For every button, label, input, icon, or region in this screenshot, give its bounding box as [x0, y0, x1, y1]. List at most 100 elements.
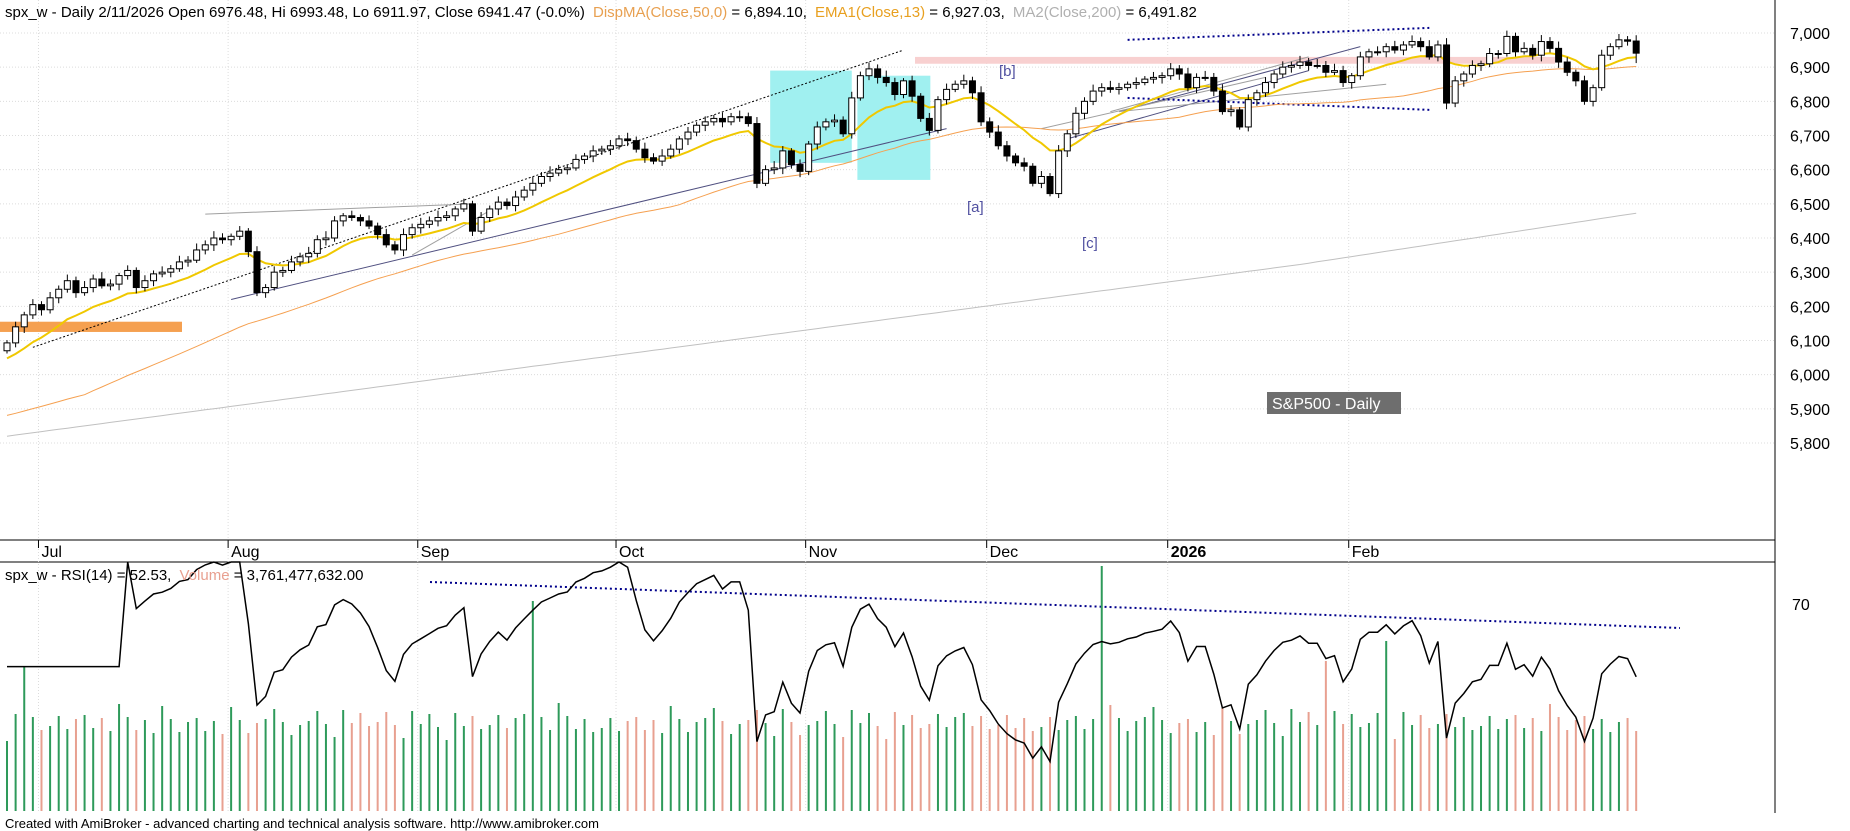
candle-body	[1081, 100, 1088, 114]
candle-body	[917, 95, 925, 119]
candle-body	[1175, 68, 1183, 75]
candle	[3, 340, 11, 354]
candle-body	[305, 252, 313, 258]
volume-bar	[1255, 720, 1258, 811]
volume-bar	[480, 729, 483, 811]
volume-bar	[419, 724, 422, 811]
candle	[1322, 61, 1330, 78]
candle-body	[943, 88, 951, 101]
candle	[356, 214, 364, 227]
candle	[1227, 105, 1235, 117]
candle-body	[744, 116, 752, 125]
candle-body	[1374, 51, 1382, 54]
candle	[1624, 36, 1632, 46]
volume-bar	[738, 724, 741, 811]
candle-body	[986, 121, 994, 133]
candle-body	[141, 280, 149, 289]
volume-bar	[1040, 727, 1043, 811]
candle-body	[563, 167, 571, 171]
volume-bar	[1247, 724, 1250, 811]
candle	[322, 231, 330, 246]
candle-body	[313, 239, 321, 254]
candle	[331, 216, 339, 242]
candle	[400, 228, 408, 257]
rsi-dotted-trend	[429, 581, 1681, 629]
candle	[1330, 63, 1338, 76]
candle	[382, 228, 390, 248]
candle-body	[632, 140, 640, 150]
volume-bar	[488, 725, 491, 811]
candle-body	[598, 148, 606, 152]
volume-bar	[1057, 730, 1060, 811]
candle	[193, 243, 201, 263]
volume-bar	[376, 722, 379, 811]
volume-bar	[445, 740, 448, 811]
candle	[1529, 44, 1537, 60]
candle-body	[3, 342, 11, 352]
candle	[1546, 37, 1554, 53]
candle-body	[1563, 61, 1571, 73]
candle	[1149, 71, 1157, 84]
volume-bar	[6, 741, 8, 811]
volume-bar	[1161, 720, 1164, 811]
candle-body	[839, 119, 847, 135]
candle-body	[1210, 76, 1218, 92]
candle-body	[1167, 68, 1175, 77]
candle-body	[1425, 46, 1433, 58]
volume-bar	[342, 710, 345, 811]
candle-body	[63, 280, 71, 290]
candle	[1537, 35, 1545, 62]
candle	[1468, 60, 1476, 78]
volume-bar	[686, 732, 689, 811]
candle	[718, 112, 726, 128]
volume-bar	[1359, 727, 1362, 811]
candle	[443, 211, 451, 221]
candle-body	[115, 275, 123, 285]
candle	[12, 321, 20, 348]
candle	[598, 145, 606, 155]
volume-bar	[92, 728, 95, 811]
candle	[994, 125, 1002, 150]
candle-body	[1253, 92, 1261, 101]
candle-body	[106, 283, 114, 287]
candle-body	[1546, 41, 1554, 49]
candle	[581, 152, 589, 164]
candle-body	[667, 148, 675, 157]
candle-body	[1201, 76, 1209, 79]
volume-bar	[1186, 719, 1189, 811]
candle-body	[72, 280, 80, 294]
candle	[1305, 57, 1313, 71]
candle-body	[546, 172, 554, 177]
candle-body	[951, 83, 959, 90]
volume-bar	[1281, 736, 1284, 811]
candle	[1201, 70, 1209, 81]
candle	[408, 223, 416, 239]
candle-body	[1330, 70, 1338, 73]
volume-bar	[1135, 721, 1138, 811]
price-tick-label: 6,200	[1790, 299, 1830, 316]
candle-body	[468, 203, 476, 232]
candle-body	[1003, 145, 1011, 157]
volume-bar	[169, 719, 172, 811]
volume-bar	[583, 719, 586, 811]
volume-bar	[540, 717, 543, 811]
candle	[434, 210, 442, 227]
volume-bar	[135, 730, 138, 811]
candle	[1218, 84, 1226, 115]
candle	[451, 206, 459, 221]
candle	[201, 240, 209, 255]
candle	[831, 114, 839, 127]
candle	[296, 252, 304, 267]
volume-bar	[1074, 716, 1077, 811]
volume-bar	[187, 722, 190, 811]
candle-body	[20, 314, 28, 328]
candle-body	[1029, 165, 1037, 184]
candle	[1175, 65, 1183, 80]
date-tick-label: Feb	[1352, 544, 1380, 561]
candle-body	[727, 116, 735, 123]
candle-body	[12, 326, 20, 344]
volume-bar	[635, 717, 638, 811]
candle	[1632, 35, 1640, 64]
candle-body	[1158, 75, 1166, 78]
candle	[1348, 72, 1356, 89]
